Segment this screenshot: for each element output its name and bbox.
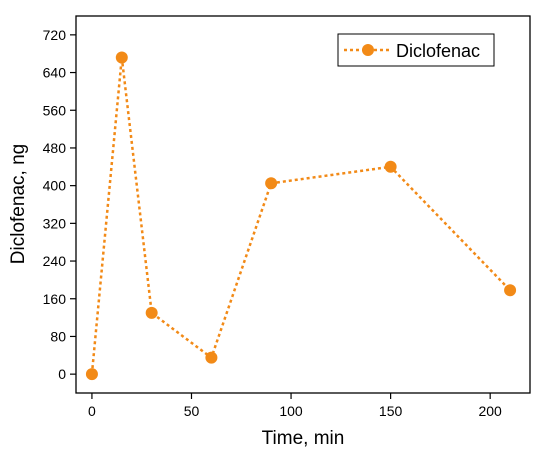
data-point bbox=[504, 284, 517, 297]
legend-marker bbox=[362, 44, 374, 56]
x-axis-ticks: 0 50 100 150 200 bbox=[88, 393, 502, 419]
series-layer bbox=[85, 51, 517, 381]
y-tick-label: 240 bbox=[43, 253, 67, 269]
y-tick-label: 160 bbox=[43, 291, 67, 307]
x-tick-label: 50 bbox=[184, 403, 200, 419]
x-tick-label: 100 bbox=[279, 403, 303, 419]
series-line bbox=[90, 57, 511, 375]
data-point bbox=[145, 306, 158, 319]
y-tick-label: 720 bbox=[43, 27, 67, 43]
plot-frame bbox=[75, 15, 531, 394]
y-tick-label: 0 bbox=[58, 366, 66, 382]
y-tick-label: 560 bbox=[43, 102, 67, 118]
y-tick-label: 640 bbox=[43, 65, 67, 81]
y-axis-ticks: 0 80 160 240 320 400 480 560 640 720 bbox=[43, 27, 76, 382]
x-tick-label: 0 bbox=[88, 403, 96, 419]
legend-label: Diclofenac bbox=[396, 41, 480, 61]
y-tick-label: 80 bbox=[50, 328, 66, 344]
y-tick-label: 320 bbox=[43, 215, 67, 231]
data-point bbox=[265, 177, 278, 190]
y-tick-label: 400 bbox=[43, 178, 67, 194]
data-point bbox=[205, 351, 218, 364]
x-tick-label: 200 bbox=[478, 403, 502, 419]
x-axis-title: Time, min bbox=[262, 428, 345, 449]
data-point bbox=[85, 368, 98, 381]
y-tick-label: 480 bbox=[43, 140, 67, 156]
legend: Diclofenac bbox=[337, 33, 495, 67]
data-point bbox=[115, 51, 128, 64]
data-point bbox=[384, 160, 397, 173]
y-axis-title: Diclofenac, ng bbox=[8, 144, 29, 264]
x-tick-label: 150 bbox=[379, 403, 403, 419]
